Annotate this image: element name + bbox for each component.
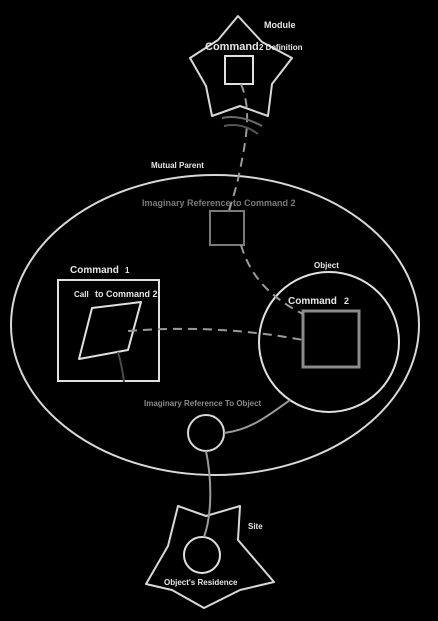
command2-box	[301, 309, 361, 369]
label-call-rest: to Command 2	[95, 289, 158, 299]
label-object: Object	[314, 261, 339, 270]
label-objects-residence: Object's Residence	[164, 578, 238, 587]
label-command2-definition-suffix: 2 Definition	[259, 43, 303, 52]
module-shape	[189, 15, 293, 117]
label-site: Site	[248, 522, 263, 531]
boundary-arc-1	[221, 116, 263, 127]
connector-call-faint	[117, 351, 125, 383]
label-command2-num: 2	[344, 296, 349, 306]
connector-refobj-to-residence	[203, 450, 212, 538]
object-circle	[258, 271, 400, 413]
command1-box	[57, 279, 160, 382]
site-shape	[145, 505, 275, 609]
label-command1-num: 1	[125, 266, 130, 275]
command2-definition-box	[224, 55, 254, 85]
label-command2-main: Command	[288, 296, 337, 307]
connector-call-to-command2	[127, 327, 304, 341]
imaginary-ref-object-circle	[187, 414, 225, 452]
call-parallelogram	[78, 301, 142, 360]
boundary-arc-2	[223, 124, 259, 135]
objects-residence-circle	[183, 536, 221, 574]
label-command1-main: Command	[70, 265, 119, 276]
label-call-prefix: Call	[74, 290, 89, 299]
label-imaginary-ref-object: Imaginary Reference To Object	[144, 399, 262, 408]
imaginary-ref-cmd2-box	[209, 210, 245, 246]
mutual-parent-ellipse	[10, 174, 420, 476]
label-module: Module	[264, 20, 296, 30]
label-imaginary-ref-cmd2: Imaginary Reference to Command 2	[142, 198, 296, 208]
label-mutual-parent: Mutual Parent	[151, 161, 204, 170]
label-command2-definition-main: Command	[205, 41, 259, 53]
connector-refobj-to-object	[223, 399, 291, 434]
connector-definition-to-ref	[228, 83, 249, 212]
